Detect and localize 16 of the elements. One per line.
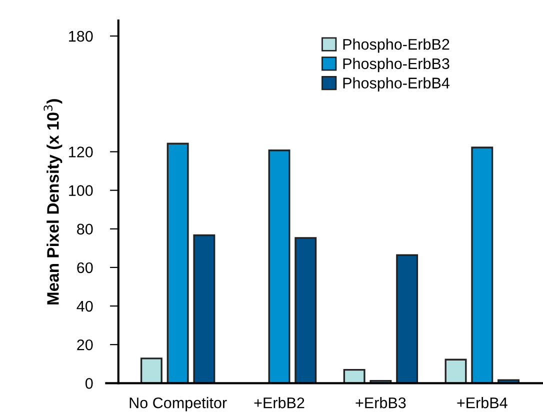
- y-tick-label: 60: [77, 262, 93, 274]
- legend-label: Phospho-ErbB3: [343, 58, 450, 72]
- y-tick-label: 0: [85, 378, 93, 389]
- x-tick-label: +ErbB3: [356, 397, 406, 408]
- x-tick-label: No Competitor: [130, 397, 227, 412]
- y-tick-label: 120: [69, 146, 93, 158]
- y-tick-label: 180: [69, 30, 93, 42]
- y-tick-label: 80: [77, 224, 93, 235]
- legend-label: Phospho-ErbB2: [343, 38, 450, 53]
- y-tick-label: 40: [76, 300, 93, 312]
- x-tick-label: +ErbB4: [457, 397, 508, 408]
- x-tick-label: +ErbB2: [254, 397, 304, 408]
- legend-label: Phospho-ErbB4: [343, 77, 450, 92]
- y-axis-title: Mean Pixel Density (x 10$^{3}$): [44, 99, 62, 304]
- y-tick-label: 100: [69, 185, 93, 196]
- y-tick-label: 20: [77, 339, 93, 350]
